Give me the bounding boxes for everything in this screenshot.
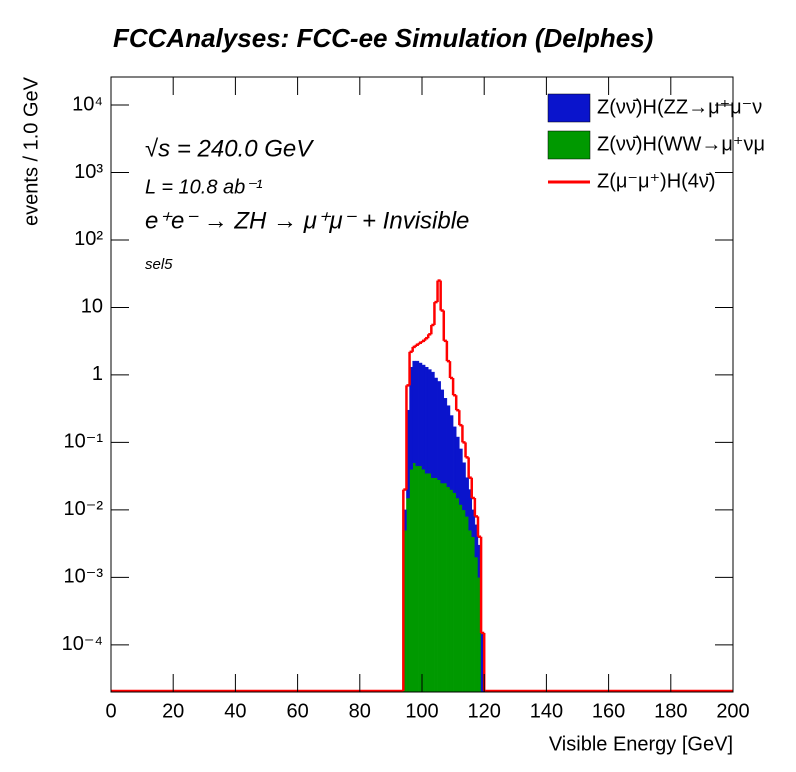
annotation: sel5 <box>145 256 173 273</box>
histogram-bar <box>409 468 413 693</box>
histogram-bar <box>455 436 460 499</box>
y-tick-label: 10⁻¹ <box>64 431 104 453</box>
histogram-bar <box>443 482 448 693</box>
x-tick-label: 60 <box>286 700 308 722</box>
histogram-bar <box>418 362 423 467</box>
x-tick-label: 80 <box>349 700 371 722</box>
histogram-bar <box>474 524 479 558</box>
histogram-bar <box>440 482 445 693</box>
x-axis-label: Visible Energy [GeV] <box>549 733 733 755</box>
y-tick-label: 1 <box>92 363 103 385</box>
histogram-bar <box>437 479 441 693</box>
x-tick-label: 140 <box>530 700 563 722</box>
y-tick-label: 10² <box>74 228 103 250</box>
legend-label: Z(νν̄)H(WW→μ⁺νμ <box>597 133 765 155</box>
histogram-bar <box>421 364 426 470</box>
annotation: L = 10.8 ab⁻¹ <box>145 176 263 198</box>
histogram-bar <box>452 492 457 693</box>
histogram-bar <box>412 462 417 693</box>
histogram-bar <box>459 448 463 505</box>
y-axis-label: events / 1.0 GeV <box>20 76 42 226</box>
histogram-bar <box>465 477 469 517</box>
histogram-bar <box>468 529 473 693</box>
legend-label: Z(νν̄)H(ZZ→μ⁺μ⁻ν <box>597 96 762 118</box>
histogram-bar <box>474 556 479 693</box>
y-tick-label: 10³ <box>74 161 103 183</box>
x-tick-label: 20 <box>162 700 184 722</box>
histogram-bar <box>424 472 429 693</box>
x-tick-label: 0 <box>105 700 116 722</box>
x-tick-label: 160 <box>592 700 625 722</box>
y-tick-label: 10⁻² <box>64 498 104 520</box>
histogram-bar <box>455 497 460 693</box>
histogram-bar <box>446 486 451 693</box>
histogram-bar <box>412 360 417 463</box>
histogram-bar <box>449 489 454 693</box>
histogram-bar <box>406 497 410 693</box>
legend-swatch <box>547 93 591 123</box>
histogram-bar <box>465 516 469 693</box>
x-tick-label: 100 <box>405 700 438 722</box>
histogram-bar <box>421 468 426 693</box>
histogram-bar <box>452 426 457 493</box>
histogram-bar <box>431 477 435 693</box>
histogram-bar <box>440 389 445 484</box>
histogram-bar <box>449 415 454 490</box>
histogram-bar <box>437 381 441 480</box>
y-tick-label: 10⁻³ <box>64 566 104 588</box>
histogram-bar <box>471 509 476 537</box>
chart-title: FCCAnalyses: FCC-ee Simulation (Delphes) <box>113 23 653 53</box>
y-tick-label: 10⁴ <box>72 93 103 115</box>
histogram-bar <box>459 504 463 693</box>
histogram-bar <box>471 536 476 693</box>
histogram-bar <box>443 398 448 484</box>
histogram-bar <box>434 377 438 478</box>
histogram-bar <box>415 465 420 693</box>
histogram-bar <box>462 509 466 693</box>
histogram-bar <box>446 405 451 488</box>
histogram-bar <box>418 465 423 693</box>
x-tick-label: 180 <box>654 700 687 722</box>
legend-swatch <box>547 130 591 160</box>
histogram-bar <box>415 360 420 467</box>
x-tick-label: 200 <box>716 700 749 722</box>
histogram-bar <box>424 366 429 474</box>
legend-label: Z(μ⁻μ⁺)H(4ν̄) <box>597 170 716 192</box>
histogram-bar <box>427 369 432 474</box>
histogram-bar <box>462 462 466 511</box>
histogram-bar <box>427 472 432 693</box>
y-tick-label: 10 <box>81 296 103 318</box>
histogram-bar <box>434 477 438 693</box>
histogram-bar <box>431 371 435 478</box>
x-tick-label: 40 <box>224 700 246 722</box>
annotation: √s = 240.0 GeV <box>145 135 314 162</box>
annotation: e⁺e⁻ → ZH → μ⁺μ⁻ + Invisible <box>145 207 469 234</box>
x-tick-label: 120 <box>468 700 501 722</box>
y-tick-label: 10⁻⁴ <box>62 633 103 655</box>
